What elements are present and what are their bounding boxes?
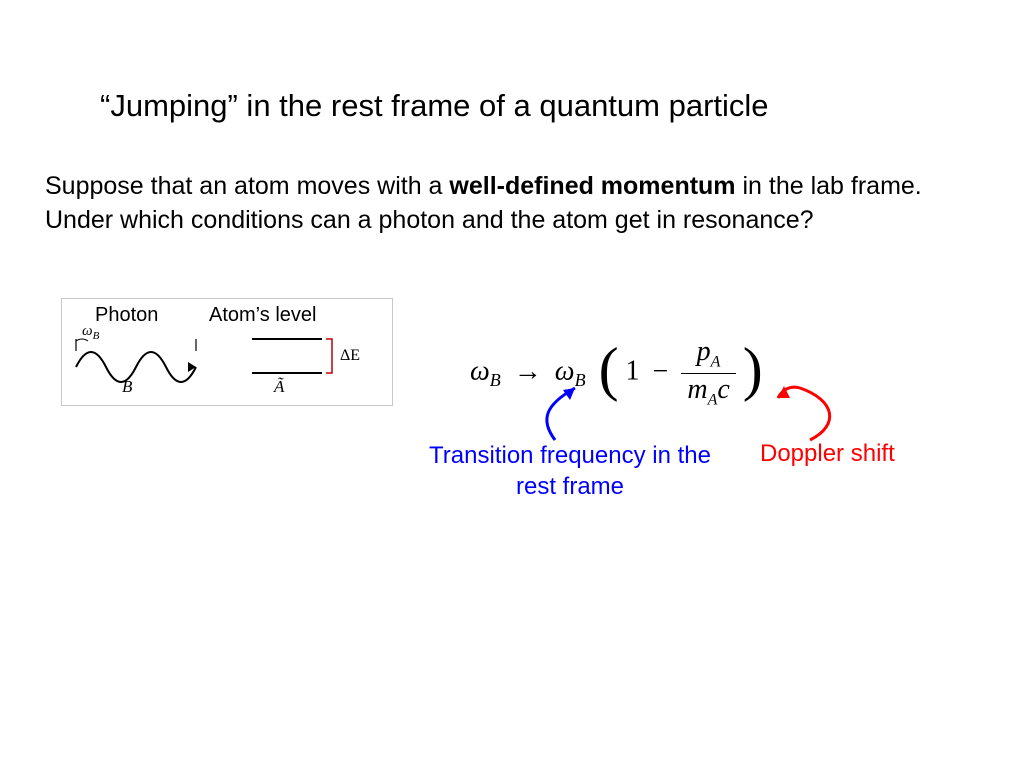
transition-caption: Transition frequency in the rest frame bbox=[420, 440, 720, 502]
formula-arrow: → bbox=[508, 356, 548, 387]
formula-one: 1 bbox=[626, 356, 640, 387]
formula-omega1-sub: B bbox=[490, 370, 501, 390]
b-label: B bbox=[122, 377, 132, 397]
atom-heading: Atom’s level bbox=[209, 304, 316, 327]
formula-omega1: ω bbox=[470, 356, 490, 387]
formula-fraction: pA mAc bbox=[681, 338, 735, 408]
formula-c: c bbox=[717, 374, 729, 405]
doppler-formula: ωB → ωB ( 1 − pA mAc ) bbox=[470, 338, 763, 408]
formula-omega2: ω bbox=[555, 356, 575, 387]
paragraph-pre: Suppose that an atom moves with a bbox=[45, 172, 449, 200]
formula-m-sub: A bbox=[708, 391, 718, 408]
a-tilde-label: Ã bbox=[274, 377, 284, 397]
omega-sub: B bbox=[93, 330, 100, 342]
doppler-caption: Doppler shift bbox=[760, 440, 895, 468]
photon-heading: Photon bbox=[95, 304, 158, 327]
body-paragraph: Suppose that an atom moves with a well-d… bbox=[45, 170, 985, 238]
formula-p: p bbox=[697, 336, 711, 367]
slide: “Jumping” in the rest frame of a quantum… bbox=[0, 0, 1024, 768]
delta-e-label: ΔE bbox=[340, 347, 360, 365]
formula-m: m bbox=[687, 374, 707, 405]
omega-symbol: ω bbox=[82, 323, 93, 339]
formula-p-sub: A bbox=[711, 354, 721, 371]
formula-omega2-sub: B bbox=[575, 370, 586, 390]
energy-levels-icon bbox=[232, 323, 352, 403]
paragraph-bold: well-defined momentum bbox=[449, 172, 735, 200]
formula-minus: − bbox=[647, 356, 675, 387]
slide-title: “Jumping” in the rest frame of a quantum… bbox=[100, 88, 769, 124]
